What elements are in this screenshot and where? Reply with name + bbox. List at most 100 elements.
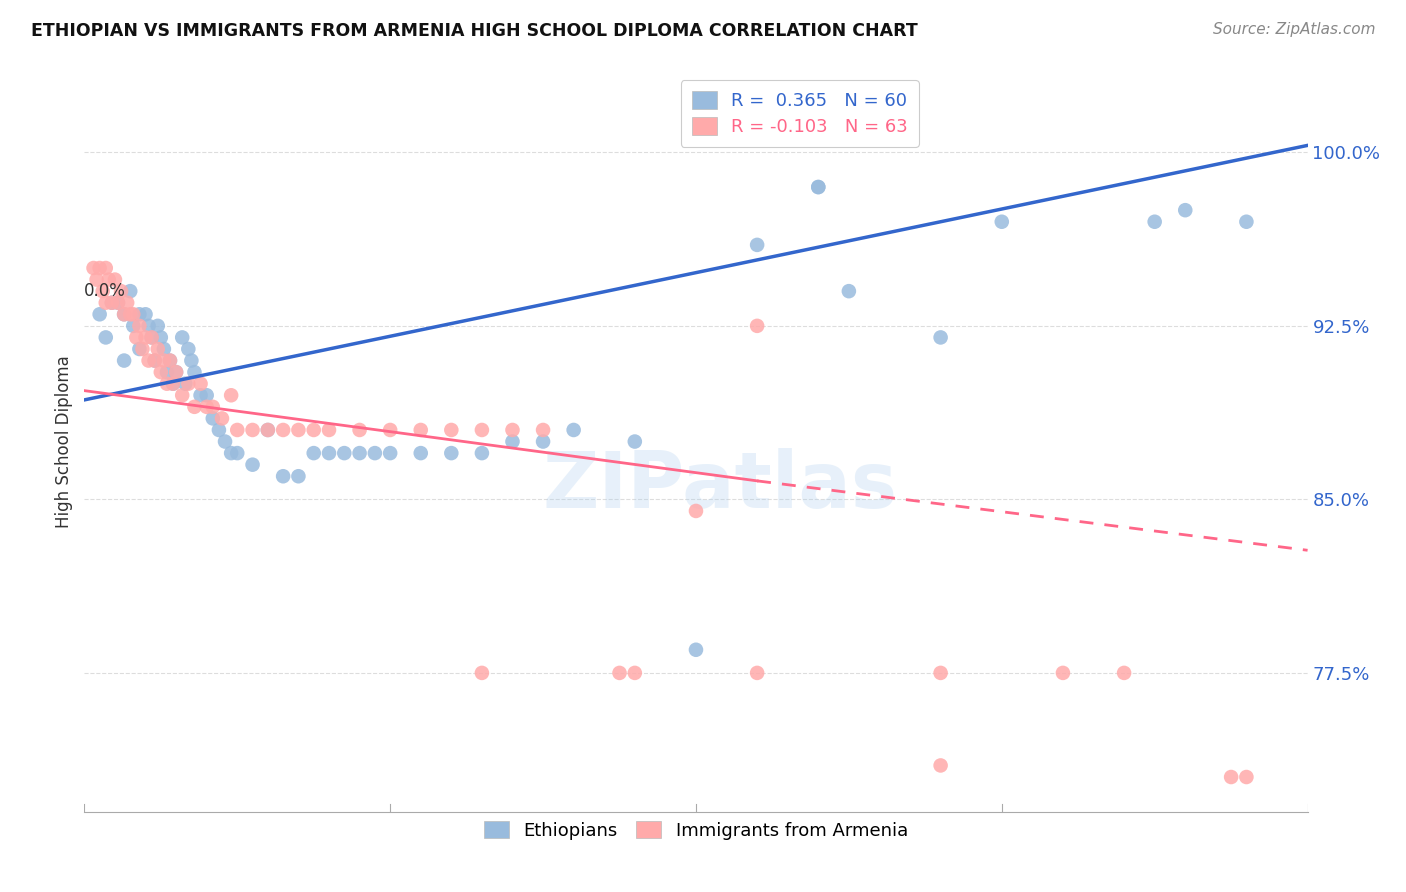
- Point: [172, 388, 194, 402]
- Point: [1143, 215, 1166, 229]
- Point: [271, 423, 294, 437]
- Point: [112, 307, 135, 321]
- Point: [165, 365, 187, 379]
- Point: [86, 272, 108, 286]
- Point: [172, 330, 194, 344]
- Point: [409, 446, 432, 460]
- Point: [143, 353, 166, 368]
- Point: [440, 423, 463, 437]
- Point: [83, 260, 105, 275]
- Point: [208, 423, 231, 437]
- Point: [135, 307, 157, 321]
- Point: [201, 400, 224, 414]
- Point: [201, 411, 224, 425]
- Point: [807, 180, 830, 194]
- Point: [242, 458, 264, 472]
- Point: [440, 446, 463, 460]
- Point: [146, 318, 169, 333]
- Legend: Ethiopians, Immigrants from Armenia: Ethiopians, Immigrants from Armenia: [477, 814, 915, 847]
- Point: [91, 284, 114, 298]
- Point: [287, 469, 309, 483]
- Point: [138, 318, 160, 333]
- Point: [609, 665, 631, 680]
- Point: [333, 446, 356, 460]
- Point: [115, 295, 138, 310]
- Point: [929, 330, 952, 344]
- Point: [112, 307, 135, 321]
- Point: [183, 400, 205, 414]
- Point: [685, 642, 707, 657]
- Point: [226, 446, 249, 460]
- Point: [183, 365, 205, 379]
- Point: [1236, 215, 1258, 229]
- Point: [162, 376, 184, 391]
- Point: [838, 284, 860, 298]
- Point: [318, 423, 340, 437]
- Point: [502, 434, 524, 449]
- Point: [174, 376, 197, 391]
- Point: [747, 318, 769, 333]
- Point: [159, 353, 181, 368]
- Point: [94, 260, 117, 275]
- Point: [471, 665, 494, 680]
- Point: [195, 388, 218, 402]
- Text: ETHIOPIAN VS IMMIGRANTS FROM ARMENIA HIGH SCHOOL DIPLOMA CORRELATION CHART: ETHIOPIAN VS IMMIGRANTS FROM ARMENIA HIG…: [31, 22, 918, 40]
- Point: [180, 353, 202, 368]
- Point: [190, 388, 212, 402]
- Point: [287, 423, 309, 437]
- Point: [807, 180, 830, 194]
- Text: ZIPatlas: ZIPatlas: [543, 448, 898, 524]
- Point: [135, 330, 157, 344]
- Point: [143, 353, 166, 368]
- Point: [1174, 203, 1197, 218]
- Point: [146, 342, 169, 356]
- Point: [94, 295, 117, 310]
- Point: [128, 342, 150, 356]
- Point: [177, 342, 200, 356]
- Point: [156, 365, 179, 379]
- Point: [349, 446, 371, 460]
- Point: [156, 376, 179, 391]
- Point: [89, 307, 111, 321]
- Point: [112, 353, 135, 368]
- Point: [471, 446, 494, 460]
- Point: [624, 665, 647, 680]
- Point: [219, 388, 242, 402]
- Point: [531, 423, 554, 437]
- Point: [190, 376, 212, 391]
- Point: [302, 446, 325, 460]
- Point: [97, 272, 120, 286]
- Text: 0.0%: 0.0%: [84, 283, 127, 301]
- Point: [226, 423, 249, 437]
- Point: [149, 365, 172, 379]
- Point: [502, 423, 524, 437]
- Point: [1114, 665, 1136, 680]
- Point: [159, 353, 181, 368]
- Point: [747, 665, 769, 680]
- Point: [141, 330, 163, 344]
- Point: [162, 376, 184, 391]
- Point: [122, 307, 145, 321]
- Point: [131, 342, 153, 356]
- Point: [138, 353, 160, 368]
- Point: [211, 411, 233, 425]
- Point: [257, 423, 280, 437]
- Point: [364, 446, 387, 460]
- Point: [94, 330, 117, 344]
- Point: [128, 307, 150, 321]
- Point: [929, 665, 952, 680]
- Point: [214, 434, 236, 449]
- Point: [219, 446, 242, 460]
- Point: [101, 295, 124, 310]
- Point: [929, 758, 952, 772]
- Point: [685, 504, 707, 518]
- Point: [257, 423, 280, 437]
- Point: [562, 423, 585, 437]
- Point: [471, 423, 494, 437]
- Point: [1236, 770, 1258, 784]
- Point: [149, 330, 172, 344]
- Point: [104, 272, 127, 286]
- Point: [991, 215, 1014, 229]
- Point: [1052, 665, 1074, 680]
- Point: [153, 342, 176, 356]
